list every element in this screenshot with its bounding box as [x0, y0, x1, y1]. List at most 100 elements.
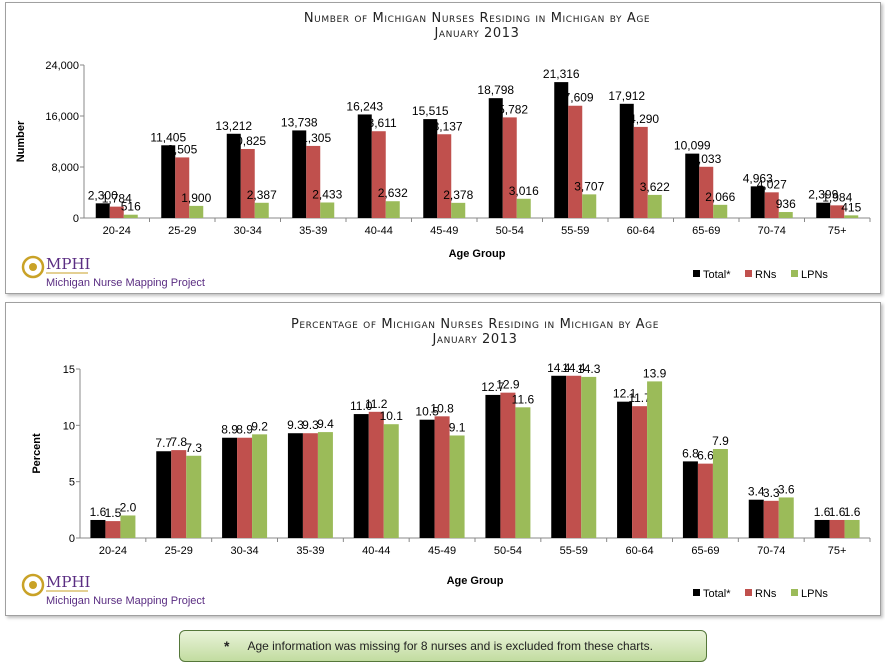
bar-lpns	[254, 202, 269, 218]
x-tick-label: 40-44	[365, 225, 393, 237]
data-label-total: 11,405	[150, 130, 186, 144]
legend-swatch-total	[693, 270, 700, 277]
data-label-lpns: 3,707	[574, 179, 604, 193]
bar-rns	[500, 392, 516, 538]
y-axis-label: Number	[15, 120, 27, 162]
x-tick-label: 60-64	[627, 225, 655, 237]
data-label-total: 11.0	[350, 399, 373, 413]
bar-lpns	[186, 455, 202, 538]
y-tick-label: 5	[69, 477, 75, 489]
data-label-rns: 10.8	[430, 401, 454, 415]
data-label-total: 3.4	[748, 485, 765, 499]
data-label-lpns: 14.3	[577, 362, 601, 376]
data-label-rns: 8.9	[236, 423, 253, 437]
data-label-total: 13,212	[215, 119, 252, 133]
data-label-lpns: 2,378	[443, 188, 473, 202]
data-label-total: 7.7	[155, 436, 172, 450]
data-label-lpns: 2.0	[120, 500, 137, 514]
data-label-rns: 11,305	[295, 131, 331, 145]
chart-title: Percentage of Michigan Nurses Residing i…	[291, 317, 659, 332]
x-tick-label: 70-74	[758, 225, 786, 237]
data-label-rns: 14,290	[622, 112, 659, 126]
data-label-rns: 11.2	[365, 397, 388, 411]
legend-label-total: Total*	[703, 269, 731, 281]
data-label-rns: 1,984	[822, 190, 852, 204]
bar-total	[554, 82, 569, 218]
data-label-rns: 4,027	[757, 177, 787, 191]
logo-emblem-center-icon	[29, 263, 37, 271]
data-label-total: 6.8	[682, 446, 699, 460]
footnote-box: * Age information was missing for 8 nurs…	[179, 630, 707, 662]
bar-rns	[302, 433, 318, 538]
bar-rns	[437, 134, 452, 218]
data-label-rns: 10,825	[229, 134, 266, 148]
chart-title: Number of Michigan Nurses Residing in Mi…	[304, 11, 650, 26]
x-tick-label: 65-69	[692, 225, 720, 237]
logo-emblem-center-icon	[29, 581, 37, 589]
bar-lpns	[383, 424, 399, 538]
data-label-lpns: 2,066	[705, 190, 735, 204]
logo-abbr: MPHI	[46, 573, 91, 591]
y-axis-label: Percent	[31, 433, 43, 474]
bar-lpns	[120, 515, 136, 538]
data-label-total: 1.6	[90, 505, 107, 519]
data-label-total: 12.1	[613, 387, 637, 401]
data-label-total: 2,300	[88, 188, 118, 202]
y-tick-label: 10	[63, 420, 75, 432]
legend-swatch-rns	[745, 589, 752, 596]
bar-total	[95, 203, 110, 218]
legend-label-total: Total*	[703, 588, 731, 600]
footnote-text: Age information was missing for 8 nurses…	[247, 639, 653, 653]
data-label-total: 17,912	[608, 89, 645, 103]
bar-lpns	[449, 435, 465, 538]
bar-lpns	[320, 202, 335, 218]
bar-total	[353, 414, 369, 538]
bar-lpns	[451, 202, 466, 218]
data-label-lpns: 3,016	[509, 184, 539, 198]
bar-total	[750, 186, 765, 218]
data-label-lpns: 7.3	[185, 441, 202, 455]
y-tick-label: 8,000	[51, 162, 79, 174]
bar-lpns	[581, 376, 597, 538]
bar-total	[226, 133, 241, 218]
data-label-total: 14.4	[547, 361, 571, 375]
bar-total	[161, 145, 176, 218]
data-label-lpns: 3.6	[778, 482, 795, 496]
x-tick-label: 50-54	[496, 225, 524, 237]
data-label-total: 16,243	[346, 99, 383, 113]
data-label-rns: 17,609	[557, 91, 594, 105]
data-label-rns: 15,782	[491, 102, 528, 116]
data-label-total: 12.7	[481, 380, 505, 394]
x-tick-label: 55-59	[560, 545, 588, 557]
x-tick-label: 25-29	[168, 225, 196, 237]
legend-swatch-lpns	[791, 270, 798, 277]
x-tick-label: 30-34	[231, 545, 259, 557]
chart-subtitle: January 2013	[431, 332, 517, 347]
data-label-rns: 6.6	[697, 449, 714, 463]
data-label-total: 9.3	[287, 418, 304, 432]
y-tick-label: 0	[69, 533, 75, 545]
bar-rns	[109, 206, 124, 218]
data-label-rns: 3.3	[763, 486, 780, 500]
bar-rns	[368, 411, 384, 538]
bar-lpns	[582, 194, 597, 218]
bar-rns	[829, 519, 845, 538]
data-label-rns: 1.5	[105, 506, 122, 520]
bar-rns	[764, 192, 779, 218]
bar-total	[222, 437, 238, 538]
y-tick-label: 16,000	[45, 111, 79, 123]
x-tick-label: 30-34	[234, 225, 262, 237]
bar-lpns	[844, 519, 860, 538]
bar-rns	[633, 126, 648, 218]
data-label-lpns: 2,433	[312, 187, 342, 201]
data-label-rns: 8,033	[691, 152, 721, 166]
data-label-rns: 1,784	[102, 192, 132, 206]
logo-emblem-icon	[21, 573, 45, 597]
data-label-rns: 7.8	[170, 435, 187, 449]
data-label-total: 1.6	[814, 505, 831, 519]
footnote-asterisk: *	[224, 638, 230, 654]
bar-lpns	[844, 215, 859, 218]
data-label-total: 2,399	[808, 188, 838, 202]
data-label-total: 13,738	[281, 115, 318, 129]
y-tick-label: 24,000	[45, 60, 79, 72]
